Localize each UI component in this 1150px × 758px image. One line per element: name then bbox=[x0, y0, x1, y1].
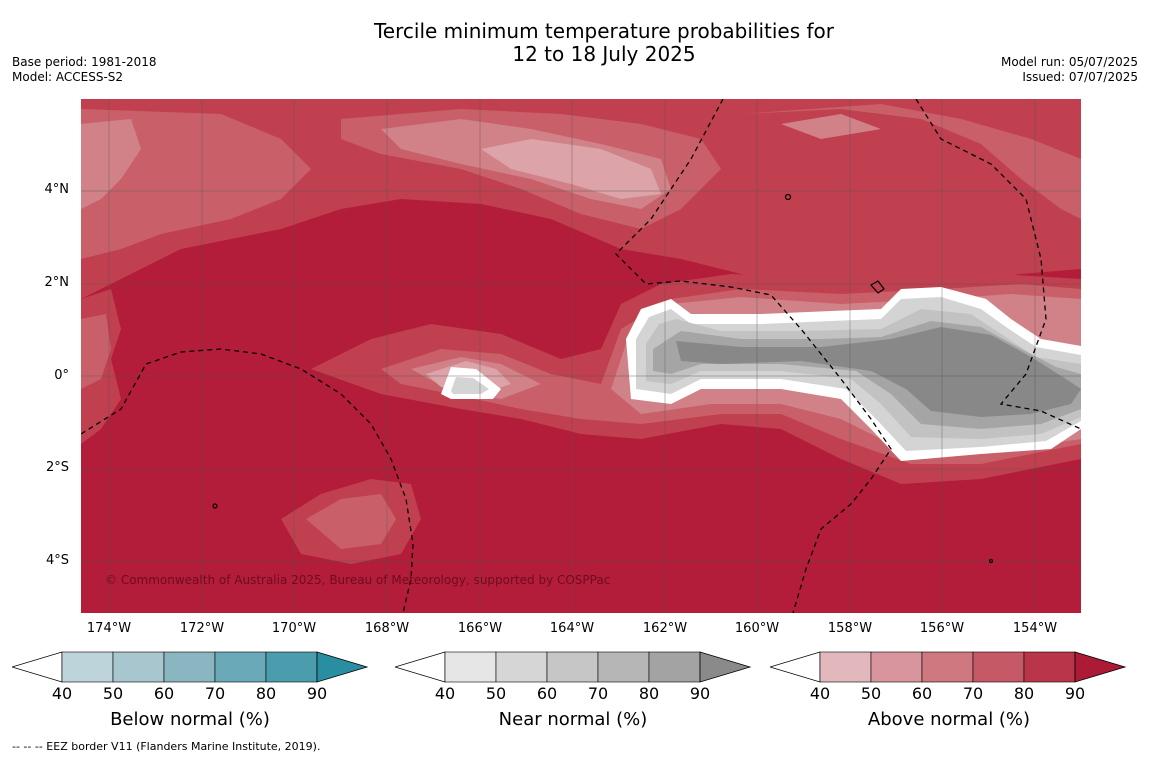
colorbar-tick-label: 80 bbox=[638, 684, 660, 703]
base-period: Base period: 1981-2018 bbox=[12, 55, 157, 69]
colorbar-label-above: Above normal (%) bbox=[867, 709, 1031, 730]
colorbar-tick-label: 90 bbox=[1064, 684, 1086, 703]
colorbar-cell bbox=[495, 651, 548, 683]
colorbar-tick-label: 50 bbox=[485, 684, 507, 703]
eez-borders bbox=[81, 99, 1081, 613]
meta-left: Base period: 1981-2018 Model: ACCESS-S2 bbox=[12, 55, 157, 85]
colorbar-tick-label: 60 bbox=[911, 684, 933, 703]
colorbar-tick-label: 40 bbox=[809, 684, 831, 703]
colorbar-label-below: Below normal (%) bbox=[110, 709, 270, 730]
field-above-70-ne bbox=[741, 104, 1081, 219]
colorbar-cell bbox=[112, 651, 165, 683]
colorbar-tick-label: 90 bbox=[689, 684, 711, 703]
islands bbox=[212, 193, 994, 564]
field-above-50-n bbox=[481, 139, 661, 199]
lon-label: 162°W bbox=[642, 621, 688, 636]
colorbar-below-normal bbox=[12, 651, 369, 683]
colorbar-cell bbox=[648, 651, 701, 683]
lat-label: 0° bbox=[54, 368, 69, 383]
colorbar-cell bbox=[444, 651, 497, 683]
colorbar-extend-high bbox=[316, 651, 369, 683]
eez-legend: -- -- -- EEZ border V11 (Flanders Marine… bbox=[12, 740, 321, 753]
lon-label: 164°W bbox=[549, 621, 595, 636]
issued-date: Issued: 07/07/2025 bbox=[1022, 70, 1138, 84]
colorbar-tick-label: 40 bbox=[434, 684, 456, 703]
lon-label: 166°W bbox=[457, 621, 503, 636]
colorbar-cell bbox=[921, 651, 974, 683]
model-run: Model run: 05/07/2025 bbox=[1000, 55, 1138, 69]
colorbar-extend-low bbox=[395, 651, 446, 683]
colorbar-cell bbox=[597, 651, 650, 683]
field-above-60-ne bbox=[781, 114, 881, 139]
lon-label: 170°W bbox=[271, 621, 317, 636]
colorbar-cell bbox=[972, 651, 1025, 683]
title-line-2: 12 to 18 July 2025 bbox=[512, 42, 696, 66]
colorbar-above-normal bbox=[770, 651, 1127, 683]
colorbar-tick-label: 70 bbox=[587, 684, 609, 703]
lat-label: 2°N bbox=[44, 275, 70, 290]
colorbar-tick-label: 70 bbox=[962, 684, 984, 703]
map-credit: © Commonwealth of Australia 2025, Bureau… bbox=[105, 573, 610, 587]
colorbar-extend-high bbox=[699, 651, 752, 683]
colorbar-cell bbox=[546, 651, 599, 683]
lat-label: 4°N bbox=[44, 182, 70, 197]
colorbar-tick-label: 80 bbox=[1013, 684, 1035, 703]
colorbar-label-near: Near normal (%) bbox=[498, 709, 648, 730]
colorbar-tick-label: 50 bbox=[102, 684, 124, 703]
colorbar-tick-label: 80 bbox=[255, 684, 277, 703]
lon-label: 160°W bbox=[734, 621, 780, 636]
colorbar-tick-label: 40 bbox=[51, 684, 73, 703]
lat-label: 2°S bbox=[45, 460, 69, 475]
colorbar-tick-label: 90 bbox=[306, 684, 328, 703]
model-name: Model: ACCESS-S2 bbox=[12, 70, 124, 84]
field-above-70-south bbox=[306, 494, 396, 549]
lon-label: 172°W bbox=[179, 621, 225, 636]
title-line-1: Tercile minimum temperature probabilitie… bbox=[373, 19, 835, 43]
lat-label: 4°S bbox=[45, 553, 69, 568]
colorbar-cell bbox=[870, 651, 923, 683]
colorbar-tick-label: 60 bbox=[153, 684, 175, 703]
colorbar-cell bbox=[1023, 651, 1076, 683]
field-above-60-nw bbox=[81, 119, 141, 209]
colorbar-cell bbox=[61, 651, 114, 683]
graticule bbox=[81, 99, 1081, 613]
field-near-90 bbox=[676, 327, 1081, 417]
colorbar-cell bbox=[163, 651, 216, 683]
field-near-spot bbox=[451, 377, 489, 394]
colorbar-extend-low bbox=[770, 651, 821, 683]
map-title: Tercile minimum temperature probabilitie… bbox=[0, 20, 1150, 66]
lon-label: 174°W bbox=[86, 621, 132, 636]
meta-right: Model run: 05/07/2025 Issued: 07/07/2025 bbox=[1001, 55, 1138, 85]
lon-label: 158°W bbox=[827, 621, 873, 636]
colorbar-extend-low bbox=[12, 651, 63, 683]
lon-label: 156°W bbox=[919, 621, 965, 636]
colorbar-tick-label: 50 bbox=[860, 684, 882, 703]
colorbar-cell bbox=[819, 651, 872, 683]
colorbar-cell bbox=[214, 651, 267, 683]
probability-map: © Commonwealth of Australia 2025, Bureau… bbox=[81, 99, 1081, 613]
field-above-70-west bbox=[81, 314, 111, 389]
lon-label: 154°W bbox=[1012, 621, 1058, 636]
colorbar-tick-label: 70 bbox=[204, 684, 226, 703]
lon-label: 168°W bbox=[364, 621, 410, 636]
colorbar-cell bbox=[265, 651, 318, 683]
colorbar-tick-label: 60 bbox=[536, 684, 558, 703]
colorbar-near-normal bbox=[395, 651, 752, 683]
colorbar-extend-high bbox=[1074, 651, 1127, 683]
